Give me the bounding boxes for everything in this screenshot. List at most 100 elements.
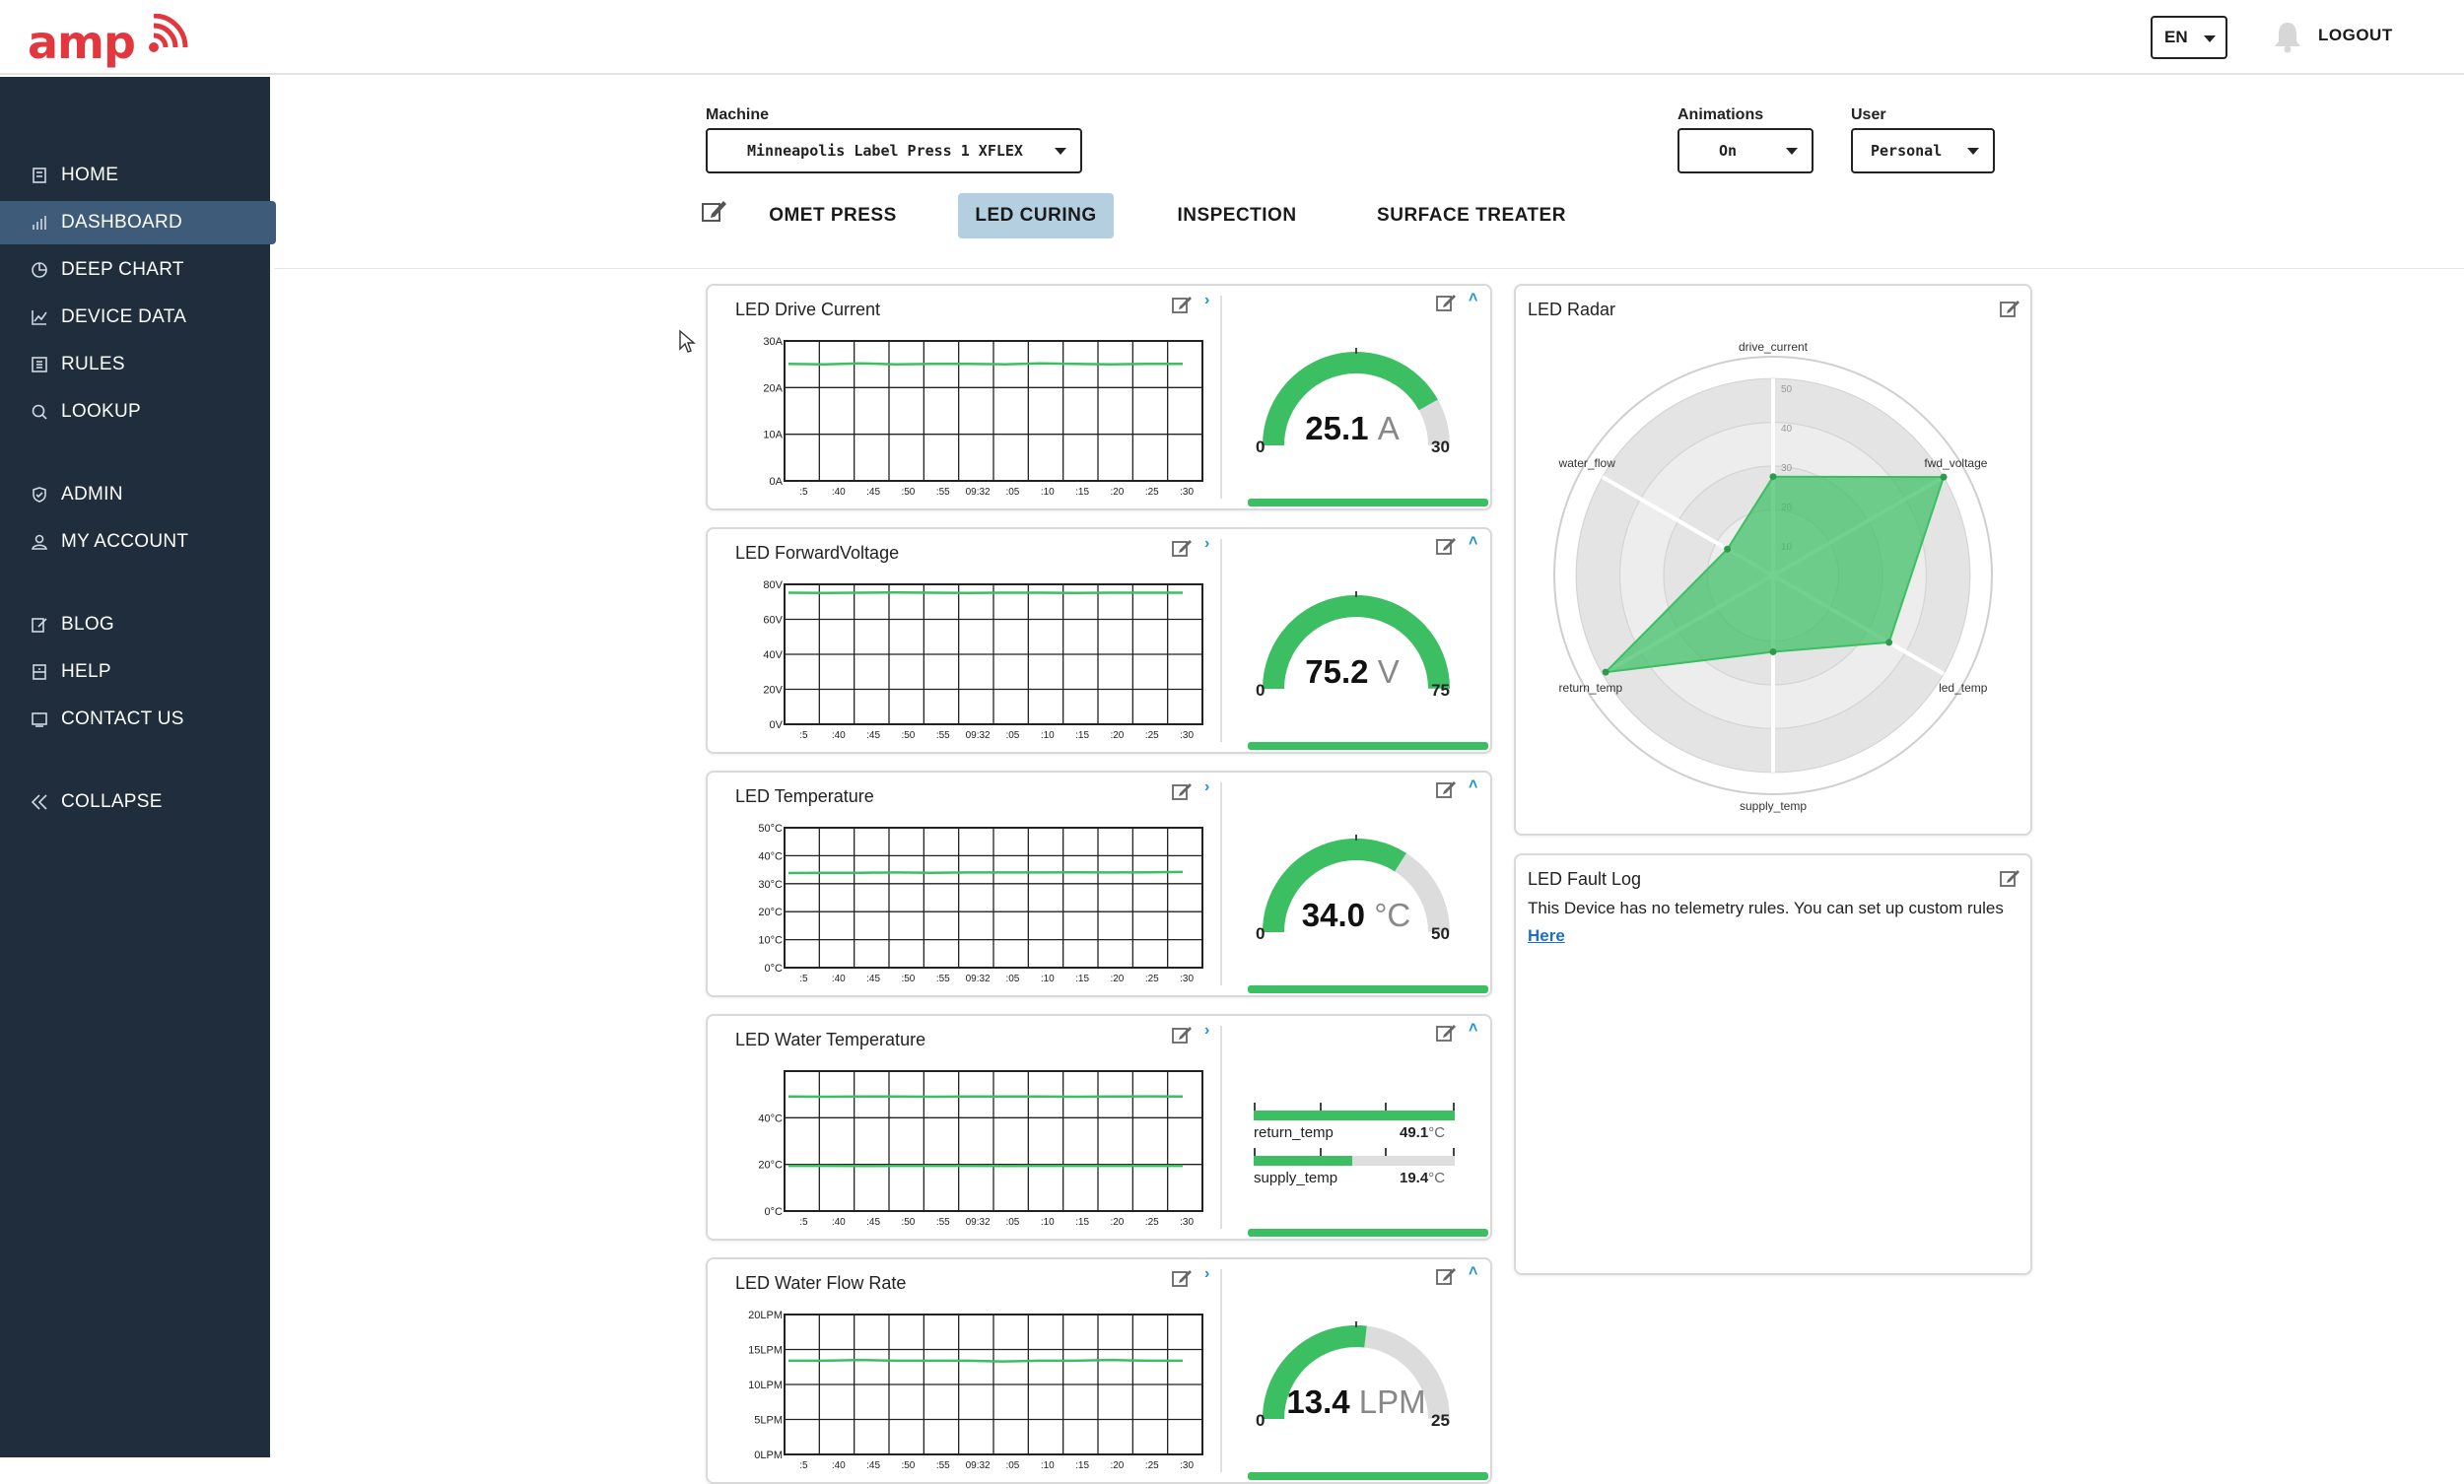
bar-tick xyxy=(1320,1148,1322,1156)
user-select[interactable]: Personal xyxy=(1851,128,1995,173)
edit-icon[interactable] xyxy=(1435,292,1457,313)
tab-surface-treater[interactable]: SURFACE TREATER xyxy=(1370,193,1573,238)
edit-icon[interactable] xyxy=(1999,867,2020,889)
edit-icon[interactable] xyxy=(1171,294,1193,315)
gauge-value-unit: LPM xyxy=(1359,1383,1426,1420)
edit-icon[interactable] xyxy=(1435,1265,1457,1287)
setup-rules-link[interactable]: Here xyxy=(1528,926,1565,946)
chevron-right-icon[interactable]: › xyxy=(1204,1022,1209,1040)
tab-omet-press[interactable]: OMET PRESS xyxy=(759,193,907,238)
y-tick-label: 5LPM xyxy=(754,1415,783,1427)
y-tick-label: 40V xyxy=(763,649,783,661)
x-tick-label: :15 xyxy=(1075,1460,1089,1471)
edit-icon[interactable] xyxy=(1171,1267,1193,1289)
y-tick-label: 40°C xyxy=(758,850,783,862)
sidebar-item-help[interactable]: HELP xyxy=(0,650,276,694)
bell-icon[interactable] xyxy=(2273,20,2302,53)
chevron-down-icon xyxy=(1055,148,1066,155)
sidebar-collapse-button[interactable]: COLLAPSE xyxy=(0,780,276,824)
tab-led-curing[interactable]: LED CURING xyxy=(958,193,1114,238)
status-bar xyxy=(1248,742,1488,750)
sidebar-item-device-data[interactable]: DEVICE DATA xyxy=(0,296,276,339)
x-tick-label: :10 xyxy=(1041,487,1055,498)
bar-value: 19.4°C xyxy=(1400,1170,1445,1186)
x-tick-label: 09:32 xyxy=(966,487,991,498)
y-tick-label: 0A xyxy=(770,476,784,488)
double-chevron-left-icon xyxy=(30,792,49,812)
y-tick-label: 60V xyxy=(763,615,783,627)
y-tick-label: 0°C xyxy=(765,1206,784,1218)
edit-icon[interactable] xyxy=(1435,535,1457,557)
x-tick-label: :45 xyxy=(866,730,880,741)
status-bar xyxy=(1248,1472,1488,1480)
machine-label: Machine xyxy=(706,106,769,124)
radar-ring-label: 40 xyxy=(1781,424,1793,435)
sidebar-item-blog[interactable]: BLOG xyxy=(0,603,276,646)
chevron-up-icon[interactable]: ˄ xyxy=(1469,290,1477,307)
chevron-right-icon[interactable]: › xyxy=(1204,535,1209,553)
sidebar-item-deep-chart[interactable]: DEEP CHART xyxy=(0,248,276,292)
status-bar xyxy=(1248,1229,1488,1237)
sidebar-item-label: MY ACCOUNT xyxy=(61,531,188,553)
x-tick-label: :25 xyxy=(1145,1217,1159,1228)
divider xyxy=(1220,782,1222,985)
gauge-value: 34.0 °C xyxy=(1149,897,1563,934)
sidebar-item-lookup[interactable]: LOOKUP xyxy=(0,390,276,434)
sidebar-item-home[interactable]: HOME xyxy=(0,154,276,197)
edit-icon[interactable] xyxy=(1435,1022,1457,1044)
y-tick-label: 10°C xyxy=(758,935,783,947)
y-tick-label: 20°C xyxy=(758,907,783,918)
edit-icon[interactable] xyxy=(1171,780,1193,802)
y-tick-label: 30°C xyxy=(758,879,783,891)
header-divider xyxy=(274,268,2464,269)
sidebar-item-label: DEVICE DATA xyxy=(61,306,186,328)
sidebar-item-admin[interactable]: ADMIN xyxy=(0,473,276,516)
edit-icon[interactable] xyxy=(1999,298,2020,319)
x-tick-label: :30 xyxy=(1180,1460,1194,1471)
logout-button[interactable]: LOGOUT xyxy=(2318,26,2393,45)
bar-tick xyxy=(1254,1148,1256,1156)
edit-icon[interactable] xyxy=(1171,537,1193,559)
chevron-right-icon[interactable]: › xyxy=(1204,292,1209,309)
gauge-min: 0 xyxy=(1256,1411,1265,1431)
bar-value-number: 19.4 xyxy=(1400,1170,1428,1186)
gauge-value: 13.4 LPM xyxy=(1149,1383,1563,1421)
gauge-value-number: 75.2 xyxy=(1305,653,1368,690)
bar-tick xyxy=(1385,1103,1387,1111)
sidebar-item-contact-us[interactable]: CONTACT US xyxy=(0,698,276,741)
sidebar-item-rules[interactable]: RULES xyxy=(0,343,276,386)
chevron-right-icon[interactable]: › xyxy=(1204,778,1209,796)
x-tick-label: :05 xyxy=(1005,1217,1019,1228)
gauge-max: 25 xyxy=(1431,1411,1450,1431)
chevron-up-icon[interactable]: ˄ xyxy=(1469,1020,1477,1038)
card-title: LED Water Temperature xyxy=(735,1030,925,1050)
x-tick-label: 09:32 xyxy=(966,730,991,741)
gauge-max: 50 xyxy=(1431,924,1450,944)
chevron-up-icon[interactable]: ˄ xyxy=(1469,776,1477,794)
language-select[interactable]: EN xyxy=(2151,16,2227,59)
amp-logo[interactable]: amp xyxy=(28,10,135,65)
sidebar-item-dashboard[interactable]: DASHBOARD xyxy=(0,201,276,244)
sidebar-item-my-account[interactable]: MY ACCOUNT xyxy=(0,520,276,564)
x-tick-label: :5 xyxy=(799,1217,808,1228)
chevron-up-icon[interactable]: ˄ xyxy=(1469,533,1477,551)
edit-tabs-icon[interactable] xyxy=(700,197,727,225)
x-tick-label: :15 xyxy=(1075,730,1089,741)
bar-tick xyxy=(1254,1103,1256,1111)
y-tick-label: 0°C xyxy=(765,963,784,975)
edit-icon[interactable] xyxy=(1435,778,1457,800)
x-tick-label: :50 xyxy=(901,974,915,984)
tab-inspection[interactable]: INSPECTION xyxy=(1163,193,1311,238)
x-tick-label: :50 xyxy=(901,1217,915,1228)
divider xyxy=(1220,1026,1222,1229)
machine-select[interactable]: Minneapolis Label Press 1 XFLEX xyxy=(706,128,1082,173)
chevron-right-icon[interactable]: › xyxy=(1204,1265,1209,1283)
user-label: User xyxy=(1851,106,1886,124)
chevron-up-icon[interactable]: ˄ xyxy=(1469,1263,1477,1281)
edit-icon[interactable] xyxy=(1171,1024,1193,1046)
animations-select[interactable]: On xyxy=(1677,128,1814,173)
